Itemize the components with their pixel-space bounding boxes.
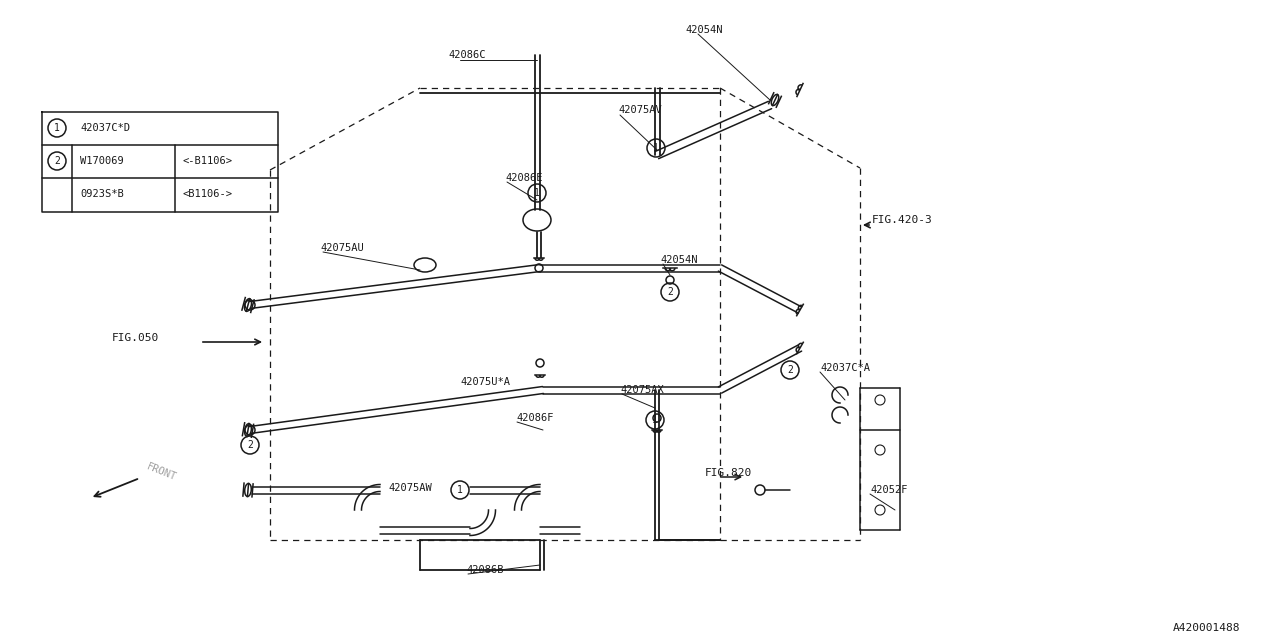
Text: <-B1106>: <-B1106>	[182, 156, 232, 166]
Text: 42037C*D: 42037C*D	[81, 123, 131, 133]
Text: 42052F: 42052F	[870, 485, 908, 495]
Text: 42037C*A: 42037C*A	[820, 363, 870, 373]
Text: 2: 2	[247, 440, 253, 450]
Text: 42054N: 42054N	[660, 255, 698, 265]
Text: FIG.050: FIG.050	[113, 333, 159, 343]
Text: 1: 1	[457, 485, 463, 495]
Text: 42086B: 42086B	[466, 565, 503, 575]
Text: 42086E: 42086E	[506, 173, 543, 183]
Text: 0923S*B: 0923S*B	[81, 189, 124, 199]
Text: W170069: W170069	[81, 156, 124, 166]
Text: 1: 1	[534, 188, 540, 198]
Text: 2: 2	[667, 287, 673, 297]
Text: A420001488: A420001488	[1172, 623, 1240, 633]
Text: 42075AV: 42075AV	[618, 105, 662, 115]
Text: 42086F: 42086F	[516, 413, 553, 423]
Text: FIG.820: FIG.820	[705, 468, 753, 478]
Text: 1: 1	[652, 415, 658, 425]
Text: 42075U*A: 42075U*A	[460, 377, 509, 387]
Text: 42086C: 42086C	[448, 50, 485, 60]
Text: 1: 1	[54, 123, 60, 133]
Text: 42075AX: 42075AX	[620, 385, 664, 395]
Text: FRONT: FRONT	[145, 461, 178, 483]
Text: 42075AU: 42075AU	[320, 243, 364, 253]
Text: 2: 2	[54, 156, 60, 166]
Text: 1: 1	[653, 143, 659, 153]
Text: 42054N: 42054N	[685, 25, 722, 35]
Text: 42075AW: 42075AW	[388, 483, 431, 493]
Text: FIG.420-3: FIG.420-3	[872, 215, 933, 225]
Text: <B1106->: <B1106->	[182, 189, 232, 199]
Text: 2: 2	[787, 365, 792, 375]
